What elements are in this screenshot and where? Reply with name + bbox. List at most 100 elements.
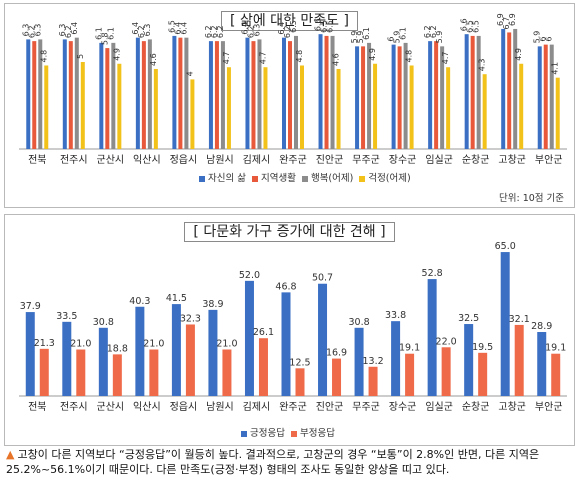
data-label: 6.2 bbox=[246, 25, 255, 38]
data-label: 5.8 bbox=[100, 32, 109, 45]
bar bbox=[244, 280, 254, 396]
data-label: 6.4 bbox=[131, 22, 140, 35]
data-label: 6.6 bbox=[314, 18, 323, 31]
category-label: 김제시 bbox=[243, 154, 271, 166]
bar bbox=[258, 338, 268, 396]
data-label: 6.2 bbox=[429, 25, 438, 38]
data-label: 6.7 bbox=[502, 17, 511, 30]
category-label: 전주시 bbox=[60, 401, 88, 413]
bar bbox=[295, 368, 305, 396]
legend-label: 걱정(어제) bbox=[368, 173, 411, 184]
legend-item: 행복(어제) bbox=[301, 170, 353, 184]
bar bbox=[464, 324, 474, 396]
data-label: 6.1 bbox=[94, 27, 103, 40]
bar bbox=[294, 35, 298, 149]
data-label: 6.2 bbox=[210, 25, 219, 38]
bar bbox=[373, 63, 378, 149]
bar bbox=[172, 35, 177, 149]
category-label: 부안군 bbox=[535, 154, 563, 166]
data-label: 4 bbox=[185, 71, 194, 76]
bar bbox=[330, 35, 335, 149]
bar bbox=[135, 306, 145, 396]
category-label: 임실군 bbox=[425, 400, 453, 413]
bar bbox=[332, 358, 342, 396]
bar bbox=[98, 327, 108, 396]
data-label: 65.0 bbox=[495, 241, 516, 252]
category-label: 전북 bbox=[28, 154, 46, 166]
bar bbox=[300, 65, 304, 149]
data-label: 6.5 bbox=[289, 20, 298, 33]
legend-item: 걱정(어제) bbox=[359, 170, 411, 184]
data-label: 4.6 bbox=[332, 53, 341, 66]
data-label: 6.4 bbox=[240, 22, 249, 35]
bar bbox=[282, 37, 286, 150]
legend-label: 자신의 삶 bbox=[208, 173, 246, 184]
bar bbox=[105, 48, 110, 150]
category-label: 장수군 bbox=[389, 154, 417, 166]
caption: ▲ 고창이 다른 지역보다 “긍정응답”이 월등히 높다. 결과적으로, 고창군의… bbox=[6, 447, 576, 477]
data-label: 6.9 bbox=[496, 13, 505, 26]
bar bbox=[226, 67, 231, 149]
life-satisfaction-chart: 6.36.26.34.8전북6.36.26.45전주시6.15.86.14.9군… bbox=[19, 13, 567, 166]
bar bbox=[184, 37, 189, 150]
data-label: 6.5 bbox=[472, 20, 481, 33]
triangle-icon: ▲ bbox=[6, 448, 15, 461]
life-satisfaction-panel: [ 삶에 대한 만족도 ] 6.3 6.2 6.3 4.8 전북 6.3 6.2 6.4 5 전주… bbox=[4, 3, 575, 208]
legend: 자신의 삶 지역생활 행복(어제) 걱정(어제) bbox=[193, 170, 411, 184]
data-label: 6.1 bbox=[362, 27, 371, 40]
data-label: 6.9 bbox=[508, 13, 517, 26]
bar bbox=[251, 41, 256, 149]
bar bbox=[555, 77, 560, 149]
legend-item: 자신의 삶 bbox=[199, 170, 246, 184]
category-label: 무주군 bbox=[352, 154, 380, 166]
bar bbox=[318, 283, 328, 396]
data-label: 4.7 bbox=[258, 51, 267, 64]
bar bbox=[367, 42, 372, 150]
bar bbox=[354, 327, 364, 396]
bar bbox=[318, 34, 323, 149]
data-label: 6.1 bbox=[106, 27, 115, 40]
data-label: 4.8 bbox=[405, 50, 414, 63]
bar bbox=[214, 41, 219, 149]
bar bbox=[403, 42, 408, 150]
bar bbox=[397, 46, 402, 149]
bar bbox=[80, 62, 85, 149]
bar bbox=[409, 65, 414, 149]
data-label: 6.5 bbox=[326, 20, 335, 33]
legend-swatch bbox=[359, 175, 366, 182]
data-label: 4.7 bbox=[441, 51, 450, 64]
bar bbox=[62, 321, 72, 396]
data-label: 30.8 bbox=[348, 317, 369, 328]
bar bbox=[537, 332, 547, 396]
bar bbox=[111, 42, 116, 150]
legend-label: 지역생활 bbox=[260, 173, 296, 184]
bar bbox=[537, 46, 542, 149]
caption-text: 고창이 다른 지역보다 “긍정응답”이 월등히 높다. 결과적으로, 고창군의 … bbox=[6, 448, 540, 476]
data-label: 6.3 bbox=[21, 24, 30, 37]
data-label: 6.5 bbox=[167, 20, 176, 33]
bar bbox=[99, 42, 104, 150]
data-label: 4.3 bbox=[478, 58, 487, 71]
bar bbox=[263, 67, 268, 149]
data-label: 52.8 bbox=[422, 268, 443, 279]
bar bbox=[208, 309, 218, 396]
category-label: 진안군 bbox=[316, 401, 344, 413]
bar bbox=[222, 349, 232, 396]
bar bbox=[514, 324, 524, 396]
category-label: 완주군 bbox=[279, 401, 307, 413]
bar bbox=[391, 321, 401, 396]
data-label: 6.6 bbox=[460, 18, 469, 31]
data-label: 6.2 bbox=[64, 25, 73, 38]
data-label: 19.1 bbox=[545, 343, 566, 354]
data-label: 6.4 bbox=[179, 22, 188, 35]
data-label: 6.2 bbox=[137, 25, 146, 38]
unit-note: 단위: 10점 기준 bbox=[499, 193, 565, 204]
category-label: 장수군 bbox=[389, 401, 417, 413]
bar bbox=[476, 35, 481, 149]
bar bbox=[190, 79, 195, 149]
multicultural-panel: [ 다문화 가구 증가에 대한 견해 ] 37.9 21.3 전북 33.5 21.0 전… bbox=[4, 214, 575, 446]
category-label: 전북 bbox=[28, 401, 46, 413]
data-label: 6 bbox=[539, 37, 548, 42]
bar bbox=[427, 279, 437, 396]
bar bbox=[38, 39, 43, 149]
